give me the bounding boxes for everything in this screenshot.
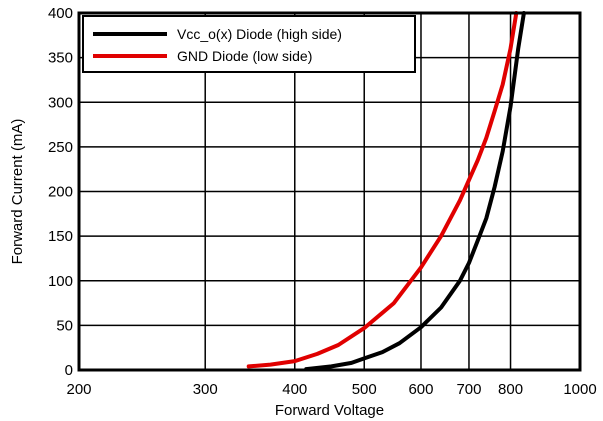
tick-labels: 200 300 400 500 600 700 800 1000 0 50 100 150 200 250… — [48, 5, 597, 398]
series-lines — [246, 11, 526, 372]
series-line-high-side — [304, 11, 526, 372]
y-tick-label: 200 — [48, 184, 73, 201]
plot-frame — [77, 11, 582, 372]
legend: Vcc_o(x) Diode (high side) GND Diode (low… — [82, 15, 416, 73]
series-line-low-side — [246, 11, 519, 369]
x-tick-label: 400 — [282, 381, 307, 398]
x-tick-label: 1000 — [563, 381, 596, 398]
x-tick-label: 700 — [456, 381, 481, 398]
y-axis-title: Forward Current (mA) — [9, 119, 26, 265]
x-tick-label: 800 — [498, 381, 523, 398]
legend-box — [82, 15, 416, 73]
y-tick-label: 250 — [48, 139, 73, 156]
y-tick-label: 350 — [48, 50, 73, 67]
legend-entry: Vcc_o(x) Diode (high side) — [177, 26, 342, 42]
x-tick-label: 300 — [193, 381, 218, 398]
x-tick-label: 200 — [66, 381, 91, 398]
x-axis-title: Forward Voltage — [275, 402, 384, 419]
y-tick-label: 150 — [48, 228, 73, 245]
y-tick-label: 300 — [48, 94, 73, 111]
legend-entry: GND Diode (low side) — [177, 48, 312, 64]
y-tick-label: 0 — [65, 362, 73, 379]
y-tick-label: 100 — [48, 273, 73, 290]
x-tick-label: 600 — [408, 381, 433, 398]
x-tick-label: 500 — [352, 381, 377, 398]
y-tick-label: 400 — [48, 5, 73, 22]
y-tick-label: 50 — [56, 317, 73, 334]
